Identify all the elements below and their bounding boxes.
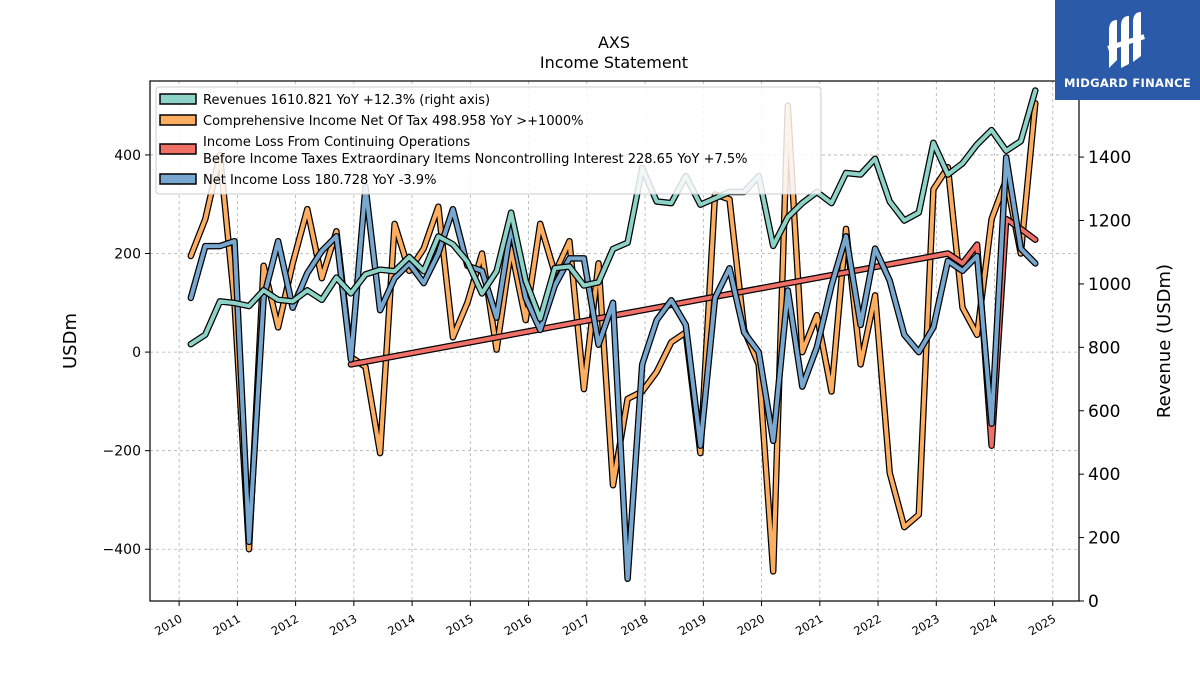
y-tick-label-right: 400 <box>1088 465 1120 485</box>
x-tick-label: 2012 <box>269 611 301 638</box>
x-tick-label: 2021 <box>793 611 825 638</box>
x-tick-label: 2022 <box>851 611 883 638</box>
x-tick-label: 2011 <box>211 611 243 638</box>
chart-title: AXS <box>598 33 630 52</box>
plot-frame <box>149 80 1080 602</box>
y-tick-label-left: 400 <box>114 148 141 164</box>
y-tick-label-left: 200 <box>114 247 141 263</box>
y-tick-label-right: 800 <box>1088 338 1120 358</box>
legend-label-1: Comprehensive Income Net Of Tax 498.958 … <box>203 114 584 129</box>
y-tick-label-right: 1000 <box>1088 275 1131 295</box>
y-tick-label-right: 1400 <box>1088 148 1131 168</box>
legend-label-3: Net Income Loss 180.728 YoY -3.9% <box>203 173 436 188</box>
x-tick-label: 2013 <box>327 611 359 638</box>
legend-swatch-1 <box>159 114 197 126</box>
x-tick-label: 2015 <box>443 611 475 638</box>
x-tick-label: 2018 <box>618 611 650 638</box>
y-tick-label-left: −200 <box>103 444 141 460</box>
series-layer <box>187 87 1039 583</box>
legend: Revenues 1610.821 YoY +12.3% (right axis… <box>155 86 822 195</box>
brand-mark-icon <box>1106 12 1145 68</box>
legend-label-2-line1: Income Loss From Continuing Operations <box>203 135 470 150</box>
y-tick-label-left: 0 <box>132 345 141 361</box>
x-tick-label: 2019 <box>676 611 708 638</box>
y-tick-label-left: −400 <box>103 542 141 558</box>
legend-swatch-3 <box>159 173 197 185</box>
y-tick-label-right: 200 <box>1088 529 1120 549</box>
x-tick-label: 2014 <box>385 611 417 638</box>
series-line-1 <box>188 101 1038 574</box>
x-tick-label: 2024 <box>968 611 1000 638</box>
chart-subtitle: Income Statement <box>540 53 688 72</box>
y-tick-label-right: 600 <box>1088 402 1120 422</box>
brand-name: MIDGARD FINANCE <box>1063 76 1192 90</box>
legend-label-2-line2: Before Income Taxes Extraordinary Items … <box>203 152 748 167</box>
x-tick-label: 2023 <box>909 611 941 638</box>
y-axis-label-right: Revenue (USDm) <box>1154 264 1175 418</box>
x-tick-label: 2020 <box>735 611 767 638</box>
legend-label-0: Revenues 1610.821 YoY +12.3% (right axis… <box>203 93 490 108</box>
x-tick-label: 2017 <box>560 611 592 638</box>
x-tick-label: 2016 <box>502 611 534 638</box>
series-line-0 <box>188 88 1038 347</box>
brand-logo: MIDGARD FINANCE <box>1055 0 1200 100</box>
legend-swatch-0 <box>159 93 197 105</box>
series-line-3 <box>188 155 1038 581</box>
legend-swatch-2 <box>159 143 197 155</box>
x-tick-label: 2010 <box>152 611 184 638</box>
y-tick-label-right: 0 <box>1088 592 1099 612</box>
legend-box <box>155 86 822 195</box>
y-tick-label-right: 1200 <box>1088 212 1131 232</box>
x-tick-label: 2025 <box>1026 611 1058 638</box>
y-axis-label-left: USDm <box>60 313 81 369</box>
